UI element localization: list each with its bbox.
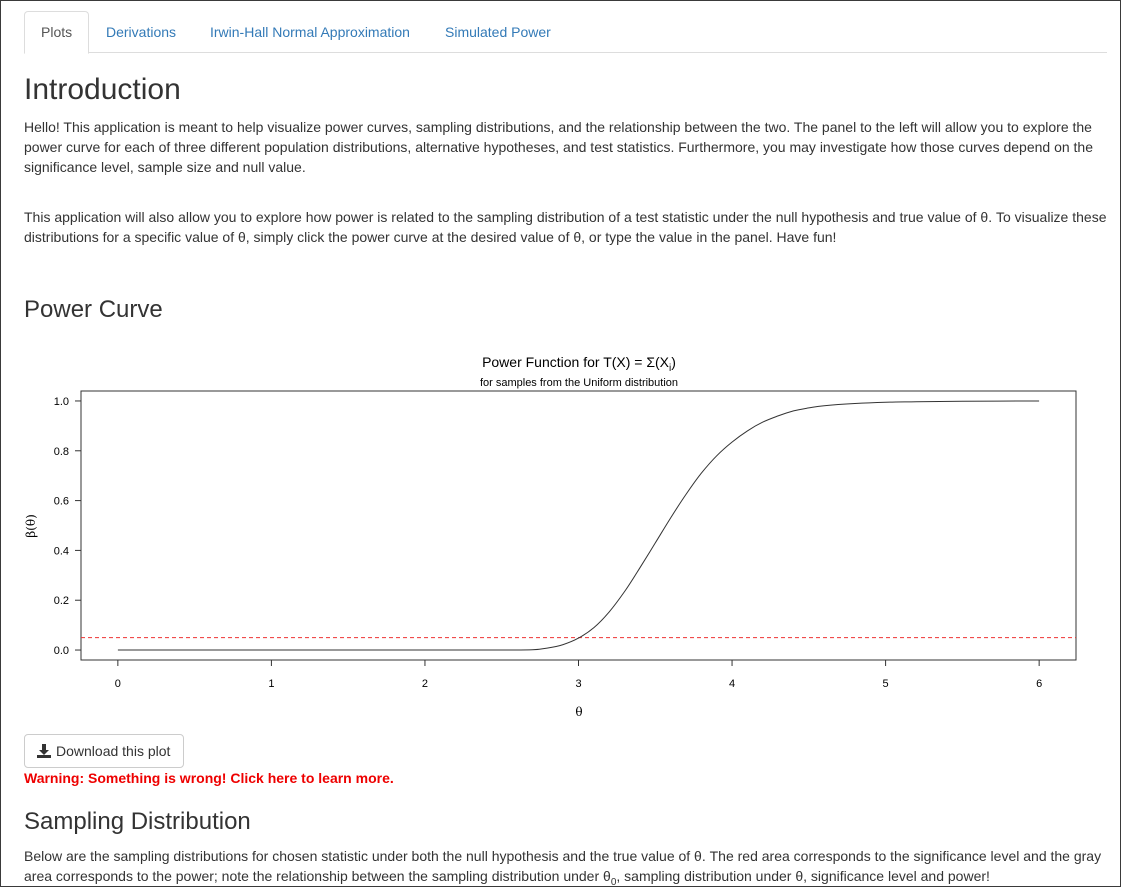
power-curve-line[interactable] [117,400,1040,651]
plot-box [80,390,1077,661]
warning-message[interactable]: Warning: Something is wrong! Click here … [24,770,394,786]
chart-title: Power Function for T(X) = Σ(Xi) [482,354,676,374]
x-tick-label: 1 [268,678,274,690]
chart-title-subscript: i [669,363,671,374]
y-tick-label: 0.2 [54,595,69,607]
x-tick-label: 5 [883,678,889,690]
tab-plots[interactable]: Plots [24,11,90,54]
x-tick-label: 6 [1036,678,1042,690]
tab-irwin-hall[interactable]: Irwin-Hall Normal Approximation [210,24,410,40]
sampling-paragraph: Below are the sampling distributions for… [24,846,1109,887]
sampling-paragraph-part1: Below are the sampling distributions for… [24,848,1102,884]
x-tick-label: 0 [115,678,121,690]
x-axis-label: θ [575,705,582,719]
download-plot-button[interactable]: Download this plot [24,734,184,768]
power-curve-plot[interactable]: Power Function for T(X) = Σ(Xi) for samp… [19,346,1089,726]
tab-simulated-power[interactable]: Simulated Power [445,24,551,40]
intro-paragraph-1: Hello! This application is meant to help… [24,119,1094,175]
power-curve-heading: Power Curve [24,296,163,323]
y-tick-label: 0.0 [54,645,69,657]
y-tick-label: 1.0 [54,396,69,408]
sampling-heading: Sampling Distribution [24,808,251,835]
download-icon [37,744,51,758]
y-tick-label: 0.4 [54,545,69,557]
chart-title-suffix: ) [671,354,676,370]
y-axis: 0.0 0.2 0.4 0.6 0.8 1.0 [54,396,81,657]
tab-derivations[interactable]: Derivations [106,24,177,40]
chart-subtitle: for samples from the Uniform distributio… [480,377,678,389]
x-tick-label: 3 [575,678,581,690]
intro-heading: Introduction [24,73,181,106]
sampling-paragraph-part2: , sampling distribution under θ, signifi… [616,868,990,884]
chart-title-prefix: Power Function for T(X) = Σ(X [482,354,670,370]
x-tick-label: 2 [422,678,428,690]
download-plot-label: Download this plot [56,743,171,759]
y-tick-label: 0.8 [54,446,69,458]
power-curve-svg[interactable]: Power Function for T(X) = Σ(Xi) for samp… [19,346,1089,726]
y-axis-label: β(θ) [24,514,38,538]
y-tick-label: 0.6 [54,496,69,508]
x-tick-label: 4 [729,678,735,690]
theta-subscript: 0 [610,876,617,887]
x-axis: 0 1 2 3 4 5 6 [115,660,1042,690]
tab-bar: Plots Derivations Irwin-Hall Normal Appr… [24,11,1107,54]
intro-paragraph-2: This application will also allow you to … [24,209,1107,245]
